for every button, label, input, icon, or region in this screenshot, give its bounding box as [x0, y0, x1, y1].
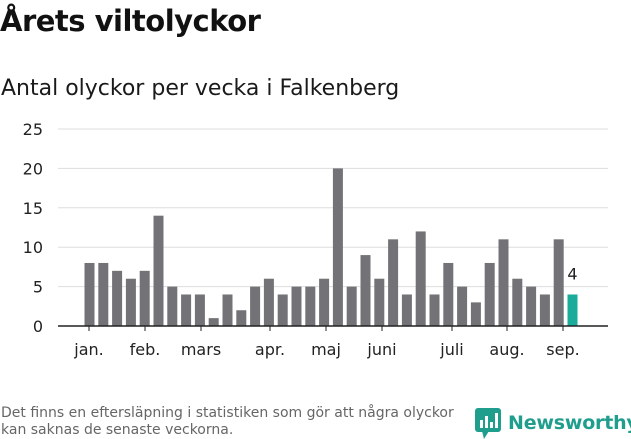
- bar: [388, 239, 399, 326]
- y-tick-label: 0: [33, 317, 43, 336]
- bar-current-week: [567, 294, 578, 326]
- brand-name: Newsworthy: [508, 412, 631, 434]
- bars: [84, 168, 578, 326]
- bar: [277, 294, 288, 326]
- bar: [208, 318, 219, 326]
- bar: [319, 278, 330, 326]
- bar: [194, 294, 205, 326]
- bar: [539, 294, 550, 326]
- x-tick-label: feb.: [130, 340, 161, 359]
- data-labels: 4: [567, 264, 577, 283]
- newsworthy-chat-chart-icon: [475, 407, 501, 439]
- y-axis-ticks: 0 5 10 15 20 25: [23, 120, 43, 336]
- y-tick-label: 15: [23, 199, 43, 218]
- bar: [443, 262, 454, 326]
- newsworthy-logo[interactable]: Newsworthy: [475, 407, 631, 439]
- x-tick-label: aug.: [489, 340, 524, 359]
- bar: [415, 231, 426, 326]
- x-axis-ticks: jan. feb. mars apr. maj juni juli aug. sep.: [73, 326, 580, 359]
- bar: [429, 294, 440, 326]
- last-value-label: 4: [567, 264, 577, 283]
- bar: [305, 286, 316, 326]
- bar: [346, 286, 357, 326]
- bar: [98, 262, 109, 326]
- bar: [470, 302, 481, 326]
- bar: [125, 278, 136, 326]
- bar: [512, 278, 523, 326]
- footnote: Det finns en eftersläpning i statistiken…: [1, 405, 454, 438]
- chart-title: Årets viltolyckor: [0, 4, 261, 38]
- bar: [401, 294, 412, 326]
- bar: [167, 286, 178, 326]
- chart-subtitle: Antal olyckor per vecka i Falkenberg: [1, 76, 400, 101]
- bar: [236, 310, 247, 326]
- x-tick-label: jan.: [73, 340, 103, 359]
- bar: [153, 215, 164, 326]
- x-tick-label: apr.: [255, 340, 285, 359]
- bar: [360, 255, 371, 326]
- x-tick-label: juli: [439, 340, 463, 359]
- bar: [112, 270, 123, 326]
- bar: [526, 286, 537, 326]
- bar: [222, 294, 233, 326]
- bar: [84, 262, 95, 326]
- x-tick-label: mars: [181, 340, 221, 359]
- bar: [181, 294, 192, 326]
- bar: [332, 168, 343, 326]
- y-tick-label: 10: [23, 238, 43, 257]
- bar: [498, 239, 509, 326]
- bar: [484, 262, 495, 326]
- bar: [139, 270, 150, 326]
- x-tick-label: juni: [366, 340, 396, 359]
- bar: [291, 286, 302, 326]
- bar: [457, 286, 468, 326]
- x-tick-label: maj: [311, 340, 341, 359]
- y-tick-label: 25: [23, 120, 43, 139]
- bar: [263, 278, 274, 326]
- bar: [374, 278, 385, 326]
- y-tick-label: 20: [23, 159, 43, 178]
- bar: [250, 286, 261, 326]
- bar: [553, 239, 564, 326]
- bar-chart: 0 5 10 15 20 25 jan. feb. mars apr. maj juni juli au…: [23, 120, 608, 359]
- y-tick-label: 5: [33, 278, 43, 297]
- x-tick-label: sep.: [546, 340, 579, 359]
